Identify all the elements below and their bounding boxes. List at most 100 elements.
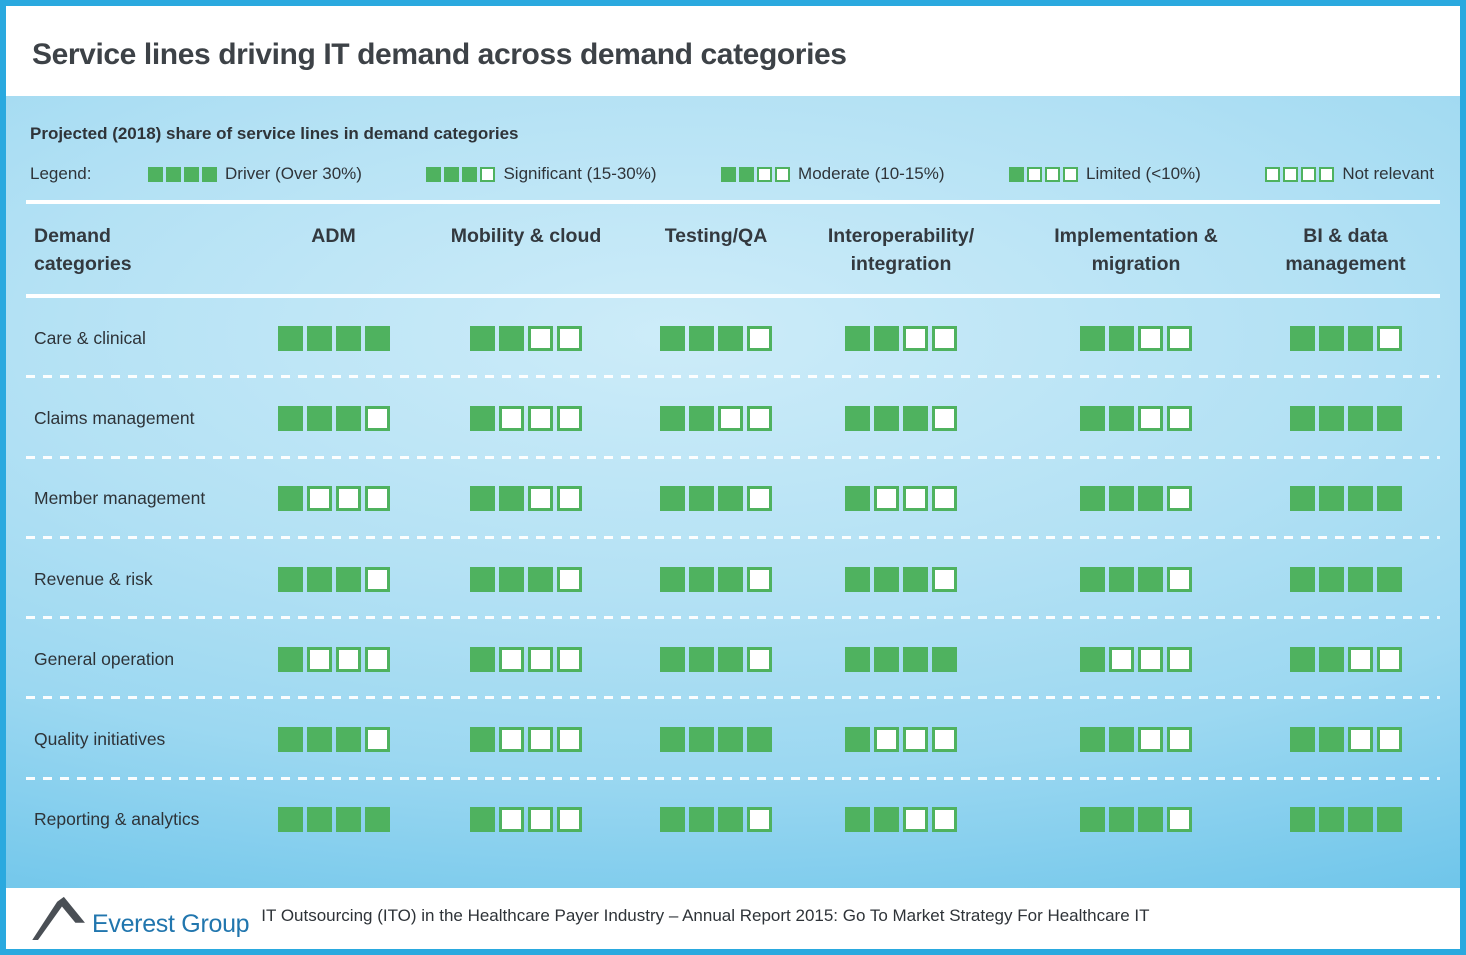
- square-empty-icon: [747, 405, 772, 431]
- square-filled-icon: [718, 727, 743, 753]
- rating-squares: [1080, 325, 1192, 351]
- rating-cell: [401, 807, 651, 833]
- rating-cell: [401, 325, 651, 351]
- rating-cell: [266, 486, 401, 512]
- square-empty-icon: [903, 727, 928, 753]
- square-filled-icon: [1080, 405, 1105, 431]
- square-empty-icon: [1138, 405, 1163, 431]
- square-filled-icon: [660, 325, 685, 351]
- square-filled-icon: [739, 166, 755, 182]
- square-empty-icon: [903, 486, 928, 512]
- square-filled-icon: [660, 405, 685, 431]
- rating-cell: [781, 807, 1021, 833]
- rating-cell: [1021, 727, 1251, 753]
- everest-group-logo-icon: [32, 896, 85, 940]
- square-filled-icon: [689, 405, 714, 431]
- square-filled-icon: [1318, 566, 1344, 592]
- rating-squares: [470, 566, 582, 592]
- square-filled-icon: [1318, 325, 1344, 351]
- rating-cell: [1251, 807, 1440, 833]
- square-filled-icon: [903, 646, 928, 672]
- square-empty-icon: [1138, 325, 1163, 351]
- column-header: Implementation & migration: [1054, 225, 1218, 276]
- square-filled-icon: [1289, 405, 1315, 431]
- square-empty-icon: [1027, 166, 1043, 182]
- rating-squares: [277, 405, 390, 431]
- square-filled-icon: [689, 566, 714, 592]
- rating-squares: [660, 325, 772, 351]
- row-category-label: Revenue & risk: [34, 568, 153, 589]
- rating-cell: [1021, 486, 1251, 512]
- square-empty-icon: [757, 166, 773, 182]
- square-empty-icon: [528, 486, 553, 512]
- rating-squares: [470, 727, 582, 753]
- square-empty-icon: [1167, 727, 1192, 753]
- square-filled-icon: [932, 646, 957, 672]
- square-filled-icon: [1376, 807, 1402, 833]
- rating-cell: [651, 807, 781, 833]
- square-filled-icon: [1289, 566, 1315, 592]
- square-empty-icon: [903, 807, 928, 833]
- rating-cell: [401, 646, 651, 672]
- square-filled-icon: [470, 325, 495, 351]
- square-filled-icon: [1109, 405, 1134, 431]
- square-empty-icon: [1167, 325, 1192, 351]
- square-filled-icon: [1376, 486, 1402, 512]
- rating-squares: [148, 166, 217, 182]
- square-empty-icon: [1167, 405, 1192, 431]
- square-empty-icon: [364, 646, 390, 672]
- square-empty-icon: [1109, 646, 1134, 672]
- square-filled-icon: [166, 166, 181, 182]
- square-empty-icon: [335, 486, 361, 512]
- square-filled-icon: [1080, 566, 1105, 592]
- brand: Everest Group: [32, 895, 250, 940]
- rating-cell: [1251, 405, 1440, 431]
- square-empty-icon: [747, 807, 772, 833]
- square-filled-icon: [528, 566, 553, 592]
- rating-cell: [266, 727, 401, 753]
- rating-cell: [1021, 646, 1251, 672]
- column-header: Mobility & cloud: [450, 225, 602, 247]
- square-filled-icon: [1289, 646, 1315, 672]
- rating-squares: [277, 727, 390, 753]
- square-empty-icon: [1376, 646, 1402, 672]
- square-empty-icon: [499, 405, 524, 431]
- chart-subtitle: Projected (2018) share of service lines …: [30, 124, 519, 143]
- rating-squares: [845, 727, 957, 753]
- rating-cell: [781, 566, 1021, 592]
- square-empty-icon: [1138, 727, 1163, 753]
- square-filled-icon: [1318, 486, 1344, 512]
- square-filled-icon: [874, 325, 899, 351]
- rating-squares: [1080, 646, 1192, 672]
- rating-cell: [781, 325, 1021, 351]
- legend-item: Significant (15-30%): [426, 164, 657, 184]
- square-filled-icon: [718, 325, 743, 351]
- square-filled-icon: [148, 166, 163, 182]
- square-empty-icon: [306, 486, 332, 512]
- square-filled-icon: [1347, 566, 1373, 592]
- rating-squares: [470, 807, 582, 833]
- square-filled-icon: [1080, 646, 1105, 672]
- rating-squares: [470, 646, 582, 672]
- square-empty-icon: [718, 405, 743, 431]
- square-empty-icon: [557, 727, 582, 753]
- square-filled-icon: [306, 405, 332, 431]
- square-empty-icon: [874, 727, 899, 753]
- square-empty-icon: [557, 486, 582, 512]
- square-filled-icon: [718, 566, 743, 592]
- square-empty-icon: [1045, 166, 1061, 182]
- square-filled-icon: [470, 405, 495, 431]
- row-category-label: General operation: [34, 648, 175, 669]
- square-filled-icon: [470, 807, 495, 833]
- square-filled-icon: [1376, 566, 1402, 592]
- rating-cell: [781, 405, 1021, 431]
- rating-squares: [660, 646, 772, 672]
- square-empty-icon: [306, 646, 332, 672]
- table-row: General operation: [26, 619, 1440, 700]
- square-filled-icon: [660, 727, 685, 753]
- rating-cell: [266, 405, 401, 431]
- square-filled-icon: [1080, 486, 1105, 512]
- rating-squares: [1289, 325, 1402, 351]
- square-filled-icon: [1318, 646, 1344, 672]
